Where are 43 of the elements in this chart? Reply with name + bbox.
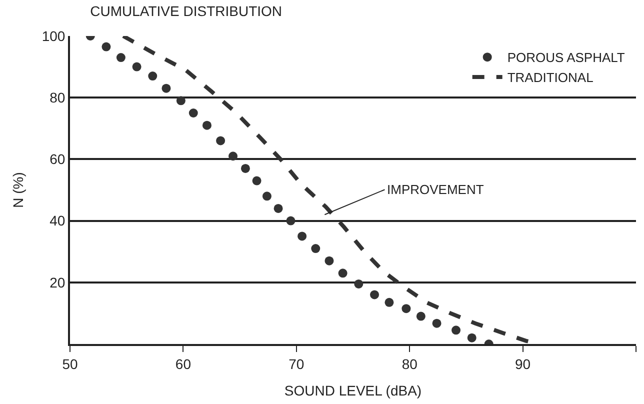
annotation: IMPROVEMENT [387, 182, 484, 197]
point [370, 290, 380, 300]
x-tick-label: 90 [515, 356, 531, 372]
point [354, 279, 364, 288]
point [188, 108, 198, 118]
x-tick-label: 50 [62, 356, 78, 372]
point [202, 120, 212, 130]
point [176, 96, 186, 106]
chart-title: CUMULATIVE DISTRIBUTION [90, 2, 282, 19]
point [116, 53, 126, 62]
x-axis-title: SOUND LEVEL (dBA) [284, 382, 422, 399]
point [162, 84, 171, 93]
point [228, 152, 238, 161]
point [416, 312, 426, 321]
y-axis-title: N (%) [10, 172, 26, 208]
y-tick-label: 60 [50, 151, 66, 168]
point [467, 333, 476, 342]
point [338, 268, 348, 278]
point [240, 164, 250, 173]
point [311, 244, 320, 254]
point [432, 318, 442, 328]
point [402, 304, 411, 314]
x-tick-label: 80 [402, 356, 418, 372]
point [132, 62, 142, 72]
point [286, 216, 296, 226]
y-tick-label: 100 [42, 28, 66, 44]
point [274, 204, 283, 213]
point [148, 72, 158, 81]
point [452, 326, 461, 335]
x-tick-label: 70 [288, 356, 304, 372]
legend-label: POROUS ASPHALT [507, 50, 625, 66]
y-tick-label: 80 [50, 90, 66, 106]
y-tick-label: 20 [50, 274, 66, 290]
point [262, 192, 272, 201]
point [384, 298, 394, 307]
point [324, 256, 334, 266]
point [252, 176, 262, 186]
point [216, 136, 226, 146]
y-tick-label: 40 [50, 212, 66, 229]
point [298, 232, 307, 241]
legend-label: TRADITIONAL [507, 70, 594, 86]
point [102, 42, 111, 52]
x-tick-label: 60 [175, 356, 192, 372]
